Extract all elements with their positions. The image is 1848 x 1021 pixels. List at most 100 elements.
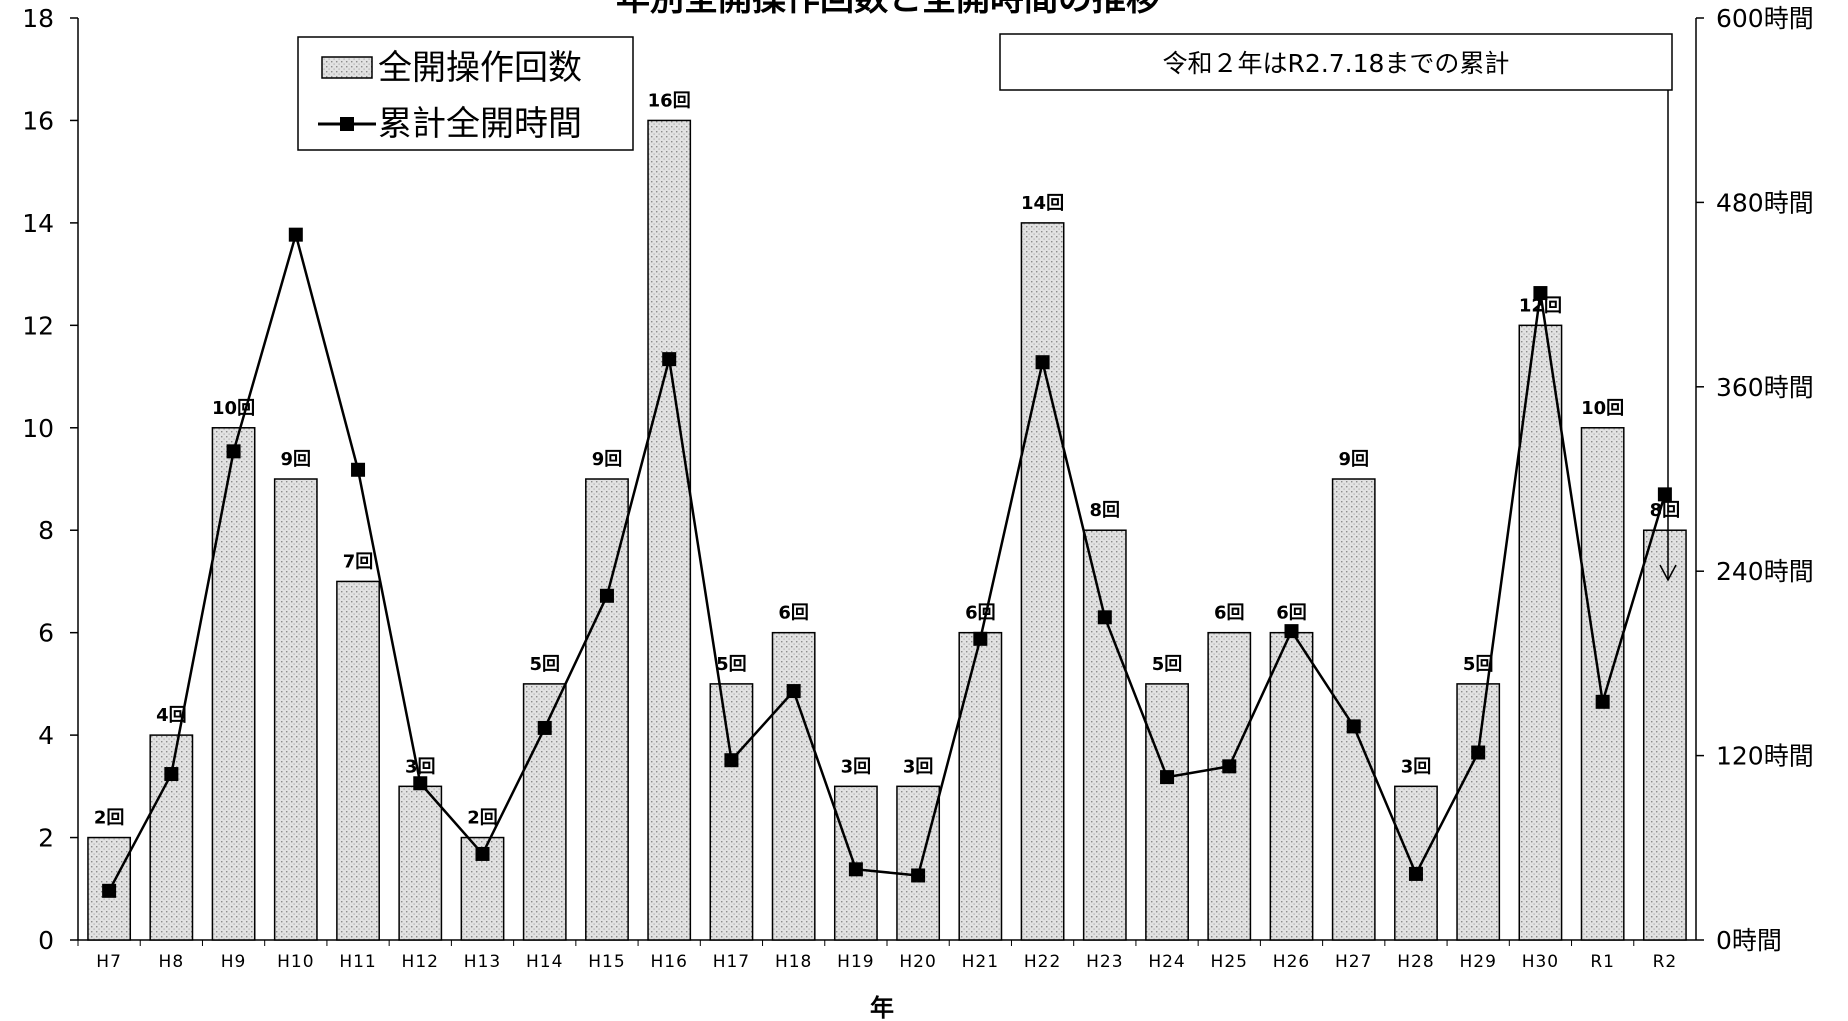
y-left-tick-label: 16 (22, 106, 54, 135)
x-tick-label: H25 (1211, 952, 1248, 972)
line-point (538, 721, 552, 735)
bar-data-label: 3回 (903, 756, 934, 777)
x-tick-label: H7 (96, 952, 122, 972)
bar-data-label: 9回 (592, 449, 623, 470)
bar-data-label: 6回 (778, 603, 809, 624)
bar-data-label: 2回 (94, 808, 125, 829)
x-tick-label: H12 (402, 952, 439, 972)
y-right-tick-label: 120時間 (1716, 742, 1814, 771)
x-tick-label: H15 (588, 952, 625, 972)
x-tick-label: H19 (837, 952, 874, 972)
line-point (787, 684, 801, 698)
bar-data-label: 14回 (1021, 193, 1064, 214)
legend-line-label: 累計全開時間 (378, 104, 582, 144)
line-point (1160, 770, 1174, 784)
y-left-tick-label: 0 (38, 926, 54, 955)
y-left-tick-label: 12 (22, 311, 54, 340)
bar-data-label: 5回 (529, 654, 560, 675)
bar (648, 120, 690, 940)
x-tick-label: H14 (526, 952, 563, 972)
line-point (1596, 695, 1610, 709)
bar-data-label: 8回 (1650, 500, 1681, 521)
x-tick-label: H21 (962, 952, 999, 972)
bar (586, 479, 628, 940)
x-tick-label: H13 (464, 952, 501, 972)
bar (1333, 479, 1375, 940)
y-right-tick-label: 480時間 (1716, 188, 1814, 217)
bar (1519, 325, 1561, 940)
line-point (1409, 867, 1423, 881)
line-point (1533, 286, 1547, 300)
y-right-tick-label: 600時間 (1716, 4, 1814, 33)
x-axis-label: 年 (870, 994, 894, 1021)
line-point (476, 847, 490, 861)
x-tick-label: H26 (1273, 952, 1310, 972)
x-tick-label: H18 (775, 952, 812, 972)
legend: 全開操作回数 累計全開時間 (298, 37, 633, 150)
bar-data-labels: 2回4回10回9回7回3回2回5回9回16回5回6回3回 3回6回14回8回5回6… (94, 90, 1680, 828)
bar-data-label: 8回 (1090, 500, 1121, 521)
x-tick-label: H28 (1397, 952, 1434, 972)
line-point (662, 352, 676, 366)
line-point (1222, 759, 1236, 773)
line-point (164, 767, 178, 781)
bar (1270, 633, 1312, 940)
bar (772, 633, 814, 940)
bar-data-label: 9回 (281, 449, 312, 470)
line-point (973, 632, 987, 646)
x-tick-label: H29 (1459, 952, 1496, 972)
bar-data-label: 2回 (467, 808, 498, 829)
bar (1644, 530, 1686, 940)
y-left-tick-label: 4 (38, 721, 54, 750)
y-left-tick-label: 2 (38, 824, 54, 853)
bar (1395, 786, 1437, 940)
x-tick-label: H11 (339, 952, 376, 972)
x-tick-label: H10 (277, 952, 314, 972)
line-point (724, 753, 738, 767)
bar (1457, 684, 1499, 940)
bar (897, 786, 939, 940)
bar-data-label: 3回 (841, 756, 872, 777)
bar (337, 581, 379, 940)
bar (1021, 223, 1063, 940)
legend-line-marker (340, 117, 354, 131)
line-point (1347, 719, 1361, 733)
x-tick-label: R2 (1653, 952, 1678, 972)
line-point (1036, 355, 1050, 369)
y-left-tick-label: 14 (22, 209, 54, 238)
x-tick-label: R1 (1590, 952, 1615, 972)
bar (959, 633, 1001, 940)
y-left-tick-label: 8 (38, 516, 54, 545)
line-point (1471, 746, 1485, 760)
bar (150, 735, 192, 940)
bar (1084, 530, 1126, 940)
x-tick-label: H22 (1024, 952, 1061, 972)
bar (275, 479, 317, 940)
legend-bar-swatch (322, 57, 372, 78)
bar (1581, 428, 1623, 940)
annotation-text: 令和２年はR2.7.18までの累計 (1163, 49, 1510, 78)
x-tick-label: H8 (159, 952, 185, 972)
y-left-tick-label: 6 (38, 619, 54, 648)
bar-data-label: 6回 (965, 603, 996, 624)
x-tick-label: H9 (221, 952, 247, 972)
line-point (102, 884, 116, 898)
bar (1146, 684, 1188, 940)
x-tick-label: H23 (1086, 952, 1123, 972)
bar-data-label: 7回 (343, 551, 374, 572)
bar-data-label: 6回 (1276, 603, 1307, 624)
x-tick-label: H24 (1148, 952, 1185, 972)
line-point (600, 589, 614, 603)
bar-data-label: 5回 (1152, 654, 1183, 675)
bar-data-label: 6回 (1214, 603, 1245, 624)
y-right-tick-label: 240時間 (1716, 557, 1814, 586)
line-point (289, 228, 303, 242)
bar (710, 684, 752, 940)
x-tick-label: H27 (1335, 952, 1372, 972)
line-point (1658, 487, 1672, 501)
bar (399, 786, 441, 940)
bar (1208, 633, 1250, 940)
bar-data-label: 9回 (1338, 449, 1369, 470)
legend-bar-label: 全開操作回数 (378, 48, 582, 88)
